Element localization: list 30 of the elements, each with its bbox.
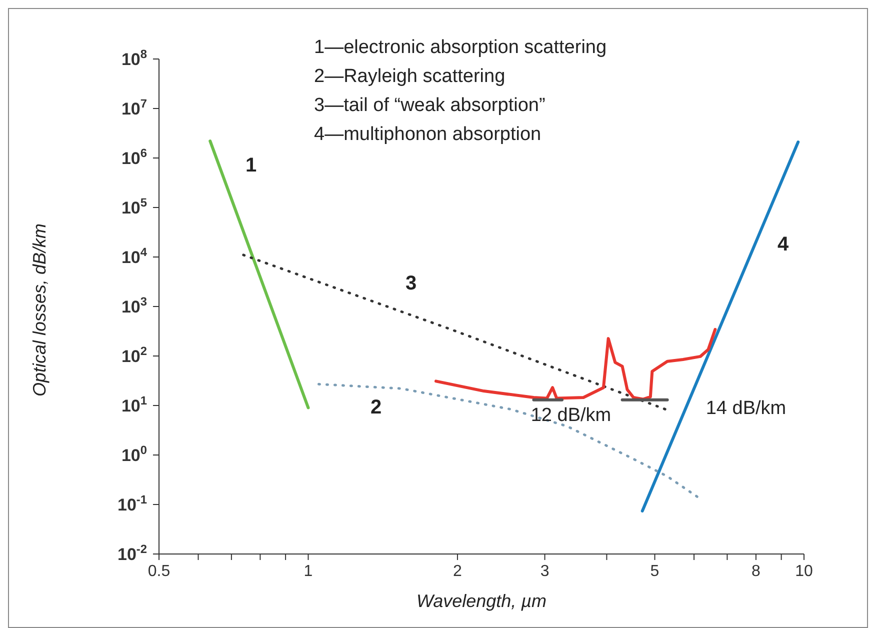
y-tick-label: 10$^{7}$ — [121, 96, 148, 118]
annotation: 3 — [405, 272, 417, 296]
annotation: 12 dB/km — [530, 405, 612, 427]
text: 1—electronic absorption scattering — [314, 36, 607, 60]
y-tick-label: 10$^{1}$ — [121, 394, 148, 416]
x-tick-label: 10 — [795, 563, 813, 580]
x-tick-label: 0.5 — [148, 563, 170, 580]
annotation: 4 — [777, 234, 789, 256]
y-tick-label: 10$^{8}$ — [121, 47, 148, 69]
y-tick-label: 10$^{6}$ — [121, 146, 148, 168]
x-tick-label: 8 — [752, 563, 761, 580]
y-tick-label: 10$^{5}$ — [121, 196, 148, 218]
y-tick-label: 10$^{-1}$ — [118, 492, 148, 514]
annotation: 4—multiphonon absorption — [314, 123, 542, 147]
y-tick-label: 10$^{2}$ — [121, 344, 148, 366]
y-tick-label: 10$^{3}$ — [121, 294, 148, 316]
y-tick-label: 10$^{4}$ — [121, 245, 148, 267]
x-axis-title: Wavelength, µm — [416, 591, 547, 611]
y-tick-label: 10$^{0}$ — [121, 443, 148, 465]
annotation: 3—tail of “weak absorption” — [314, 94, 546, 118]
annotation: 14 dB/km — [706, 398, 786, 420]
y-tick-label: 10$^{-2}$ — [118, 542, 148, 564]
x-tick-label: 1 — [304, 563, 313, 580]
annotation: 2 — [370, 396, 382, 420]
x-tick-label: 2 — [453, 563, 462, 580]
annotation: 1 — [245, 154, 257, 178]
annotation: 2—Rayleigh scattering — [314, 65, 506, 89]
x-tick-label: 3 — [540, 563, 550, 580]
y-axis-title: Optical losses, dB/km — [29, 223, 50, 396]
x-tick-label: 5 — [650, 563, 660, 580]
